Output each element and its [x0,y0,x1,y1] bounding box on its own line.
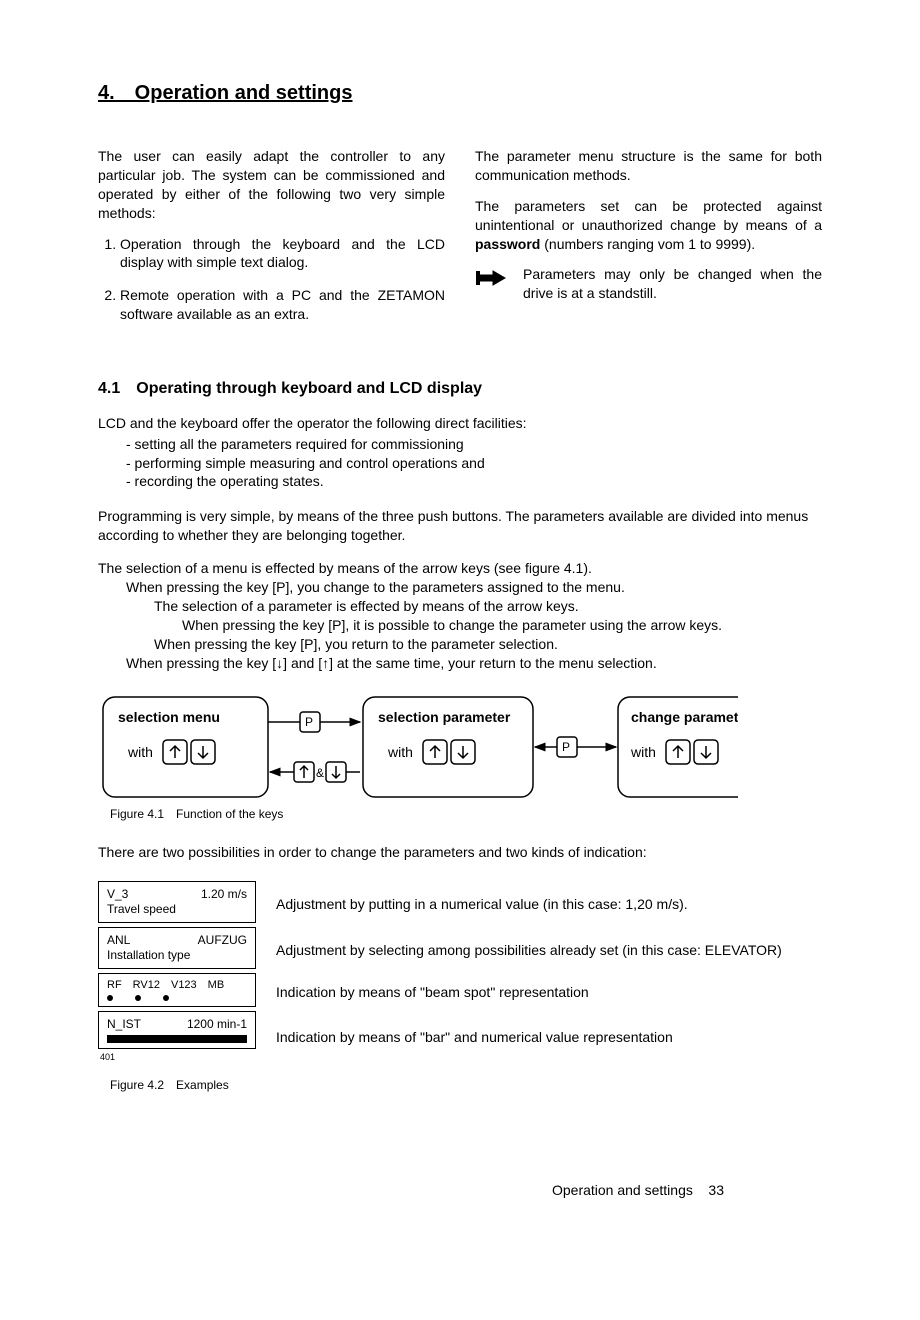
lcd-box-3: RF RV12 V123 MB [98,973,256,1007]
facility-1: - setting all the parameters required fo… [98,435,822,454]
svg-text:with: with [630,744,656,760]
lcd-box-2: ANLAUFZUG Installation type [98,927,256,969]
bar-indicator-icon [107,1035,247,1043]
note-block: Parameters may only be changed when the … [475,265,822,303]
note-text: Parameters may only be changed when the … [523,265,822,303]
lcd-desc-3: Indication by means of "beam spot" repre… [276,983,822,1002]
flowchart-figure: selection menu with P & selection parame… [98,692,822,802]
svg-text:&: & [316,766,324,780]
lcd-desc-2: Adjustment by selecting among possibilit… [276,941,822,960]
svg-text:P: P [562,740,570,754]
nav-l1: The selection of a menu is effected by m… [98,559,822,578]
flow-box2-title: selection parameter [378,709,511,725]
nav-l2: When pressing the key [P], you change to… [98,578,822,597]
method-1: Operation through the keyboard and the L… [120,235,445,273]
pointing-hand-icon [475,265,511,296]
svg-text:with: with [127,744,153,760]
subsection-4-1: 4.1 Operating through keyboard and LCD d… [98,378,822,400]
svg-text:P: P [305,715,313,729]
nav-l4: When pressing the key [P], it is possibl… [98,616,822,635]
facility-3: - recording the operating states. [98,472,822,491]
intro-columns: The user can easily adapt the controller… [98,147,822,338]
column-left: The user can easily adapt the controller… [98,147,445,338]
flow-box3-title: change parameter [631,709,738,725]
right-p2: The parameters set can be protected agai… [475,197,822,254]
right-p1: The parameter menu structure is the same… [475,147,822,185]
column-right: The parameter menu structure is the same… [475,147,822,338]
beam-dot-icon [163,995,169,1001]
nav-l3: The selection of a parameter is effected… [98,597,822,616]
facility-2: - performing simple measuring and contro… [98,454,822,473]
lcd-desc-4: Indication by means of "bar" and numeric… [276,1028,822,1047]
flow-box1-title: selection menu [118,709,220,725]
section-heading: 4. Operation and settings [98,80,822,107]
figure-4-2-caption: Figure 4.2 Examples [110,1077,822,1093]
after-flow-para: There are two possibilities in order to … [98,843,822,862]
nav-l5: When pressing the key [P], you return to… [98,635,822,654]
method-2: Remote operation with a PC and the ZETAM… [120,286,445,324]
beam-dot-icon [107,995,113,1001]
beam-dot-icon [135,995,141,1001]
lcd-box-1: V_31.20 m/s Travel speed [98,881,256,923]
facilities-lead: LCD and the keyboard offer the operator … [98,414,822,433]
lcd-examples: V_31.20 m/s Travel speed Adjustment by p… [98,881,822,1063]
lcd-desc-1: Adjustment by putting in a numerical val… [276,895,822,914]
nav-l6: When pressing the key [↓] and [↑] at the… [98,654,822,673]
programming-para: Programming is very simple, by means of … [98,507,822,545]
svg-text:with: with [387,744,413,760]
intro-text: The user can easily adapt the controller… [98,147,445,223]
page-footer: Operation and settings 33 [552,1181,724,1200]
lcd-code: 401 [100,1051,256,1063]
figure-4-1-caption: Figure 4.1 Function of the keys [110,806,822,822]
lcd-box-4: N_IST1200 min-1 [98,1011,256,1049]
